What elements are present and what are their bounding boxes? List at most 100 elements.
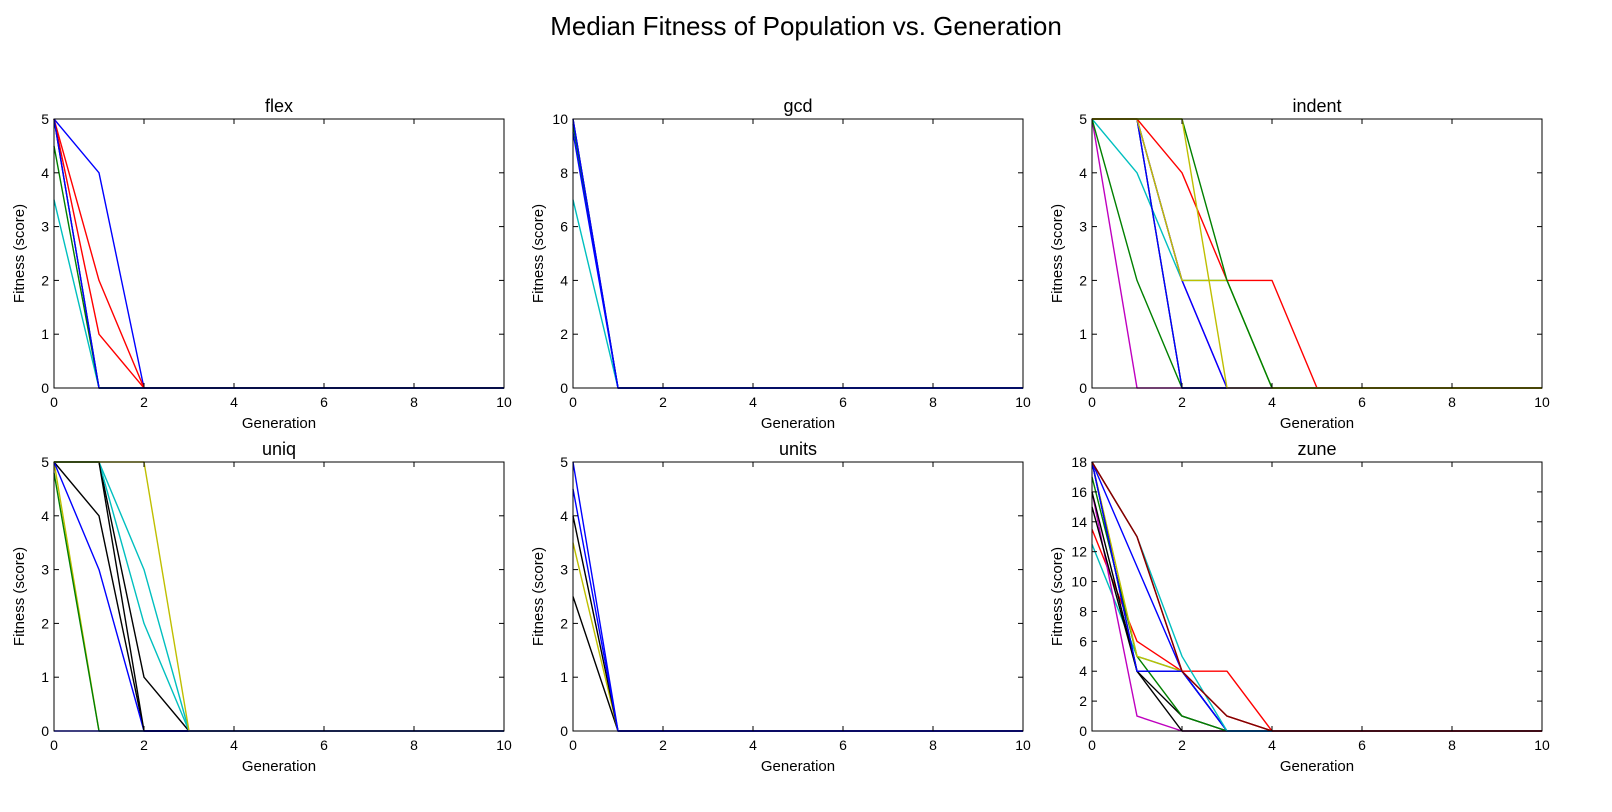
x-tick-label: 2: [140, 394, 148, 410]
x-tick-label: 0: [569, 737, 577, 753]
x-tick-label: 4: [749, 394, 757, 410]
y-tick-label: 6: [560, 219, 568, 235]
subplot-flex: 0 2 4 6 8 10 0 1 2 3 4 5 flex Generation Fitness (scor…: [11, 96, 512, 432]
y-tick-label: 1: [41, 669, 49, 685]
axes-frame: [53, 118, 505, 389]
y-tick-label: 2: [1079, 272, 1087, 288]
figure-title: Median Fitness of Population vs. Generat…: [550, 11, 1062, 41]
subplot-title: flex: [265, 96, 293, 116]
x-tick-label: 2: [1178, 737, 1186, 753]
axes-frame: [1091, 461, 1543, 732]
x-tick-label: 10: [1534, 737, 1550, 753]
x-axis-label: Generation: [761, 758, 835, 775]
subplot-title: zune: [1297, 439, 1336, 459]
x-tick-label: 4: [230, 394, 238, 410]
x-tick-label: 10: [496, 394, 512, 410]
x-axis-label: Generation: [242, 415, 316, 432]
subplot-indent: 0 2 4 6 8 10 0 1 2 3 4 5 indent Generation Fitness (sc…: [1049, 96, 1550, 432]
y-tick-label: 0: [1079, 723, 1087, 739]
subplot-zune: 0 2 4 6 8 10 0 2 4 6 8 10 12 14 16 18 zune Generation Fitn…: [1049, 439, 1550, 775]
y-tick-label: 4: [560, 272, 568, 288]
subplot-units: 0 2 4 6 8 10 0 1 2 3 4 5 units Generation Fitness (sco…: [530, 439, 1031, 775]
y-tick-label: 4: [1079, 165, 1087, 181]
x-tick-label: 10: [1015, 394, 1031, 410]
y-tick-label: 0: [41, 723, 49, 739]
axes-frame: [572, 461, 1024, 732]
x-axis-label: Generation: [1280, 758, 1354, 775]
y-tick-label: 5: [560, 454, 568, 470]
y-tick-label: 1: [41, 326, 49, 342]
y-tick-label: 2: [560, 615, 568, 631]
y-axis-label: Fitness (score): [11, 547, 28, 646]
axes-frame: [1091, 118, 1543, 389]
y-tick-label: 2: [41, 272, 49, 288]
x-tick-label: 8: [929, 394, 937, 410]
y-tick-label: 2: [1079, 693, 1087, 709]
x-tick-label: 2: [140, 737, 148, 753]
subplot-title: gcd: [783, 96, 812, 116]
x-tick-label: 6: [839, 737, 847, 753]
y-tick-label: 12: [1071, 544, 1087, 560]
subplot-title: units: [779, 439, 817, 459]
x-tick-label: 0: [1088, 737, 1096, 753]
axes-frame: [53, 461, 505, 732]
y-tick-label: 10: [1071, 574, 1087, 590]
x-tick-label: 6: [839, 394, 847, 410]
axes-frame: [572, 118, 1024, 389]
x-tick-label: 10: [1534, 394, 1550, 410]
y-tick-label: 5: [1079, 111, 1087, 127]
y-tick-label: 0: [1079, 380, 1087, 396]
x-axis-label: Generation: [761, 415, 835, 432]
y-tick-label: 2: [41, 615, 49, 631]
y-tick-label: 4: [1079, 663, 1087, 679]
y-tick-label: 8: [1079, 603, 1087, 619]
y-tick-label: 14: [1071, 514, 1087, 530]
x-tick-label: 4: [749, 737, 757, 753]
y-tick-label: 4: [560, 508, 568, 524]
x-tick-label: 4: [1268, 737, 1276, 753]
x-tick-label: 4: [1268, 394, 1276, 410]
x-tick-label: 8: [929, 737, 937, 753]
x-tick-label: 2: [659, 394, 667, 410]
x-tick-label: 8: [1448, 737, 1456, 753]
x-tick-label: 8: [410, 394, 418, 410]
y-tick-label: 3: [560, 562, 568, 578]
x-tick-label: 8: [410, 737, 418, 753]
x-tick-label: 2: [659, 737, 667, 753]
y-tick-label: 0: [560, 723, 568, 739]
y-tick-label: 4: [41, 165, 49, 181]
x-tick-label: 8: [1448, 394, 1456, 410]
y-tick-label: 4: [41, 508, 49, 524]
y-axis-label: Fitness (score): [1049, 204, 1066, 303]
y-axis-label: Fitness (score): [11, 204, 28, 303]
y-tick-label: 6: [1079, 633, 1087, 649]
y-tick-label: 10: [552, 111, 568, 127]
y-tick-label: 0: [560, 380, 568, 396]
y-tick-label: 8: [560, 165, 568, 181]
x-tick-label: 0: [50, 394, 58, 410]
x-tick-label: 10: [496, 737, 512, 753]
y-tick-label: 3: [41, 219, 49, 235]
y-tick-label: 3: [1079, 219, 1087, 235]
x-axis-label: Generation: [242, 758, 316, 775]
y-tick-label: 0: [41, 380, 49, 396]
x-tick-label: 6: [320, 394, 328, 410]
x-tick-label: 6: [1358, 737, 1366, 753]
x-tick-label: 10: [1015, 737, 1031, 753]
y-axis-label: Fitness (score): [530, 547, 547, 646]
x-tick-label: 4: [230, 737, 238, 753]
x-tick-label: 0: [569, 394, 577, 410]
subplot-gcd: 0 2 4 6 8 10 0 2 4 6 8 10 gcd Generation Fitness (scor…: [530, 96, 1031, 432]
y-tick-label: 16: [1071, 484, 1087, 500]
subplot-uniq: 0 2 4 6 8 10 0 1 2 3 4 5 uniq Generation Fitness (scor…: [11, 439, 512, 775]
y-tick-label: 2: [560, 326, 568, 342]
x-tick-label: 6: [1358, 394, 1366, 410]
y-tick-label: 5: [41, 111, 49, 127]
y-tick-label: 5: [41, 454, 49, 470]
x-tick-label: 2: [1178, 394, 1186, 410]
x-tick-label: 0: [50, 737, 58, 753]
x-tick-label: 0: [1088, 394, 1096, 410]
